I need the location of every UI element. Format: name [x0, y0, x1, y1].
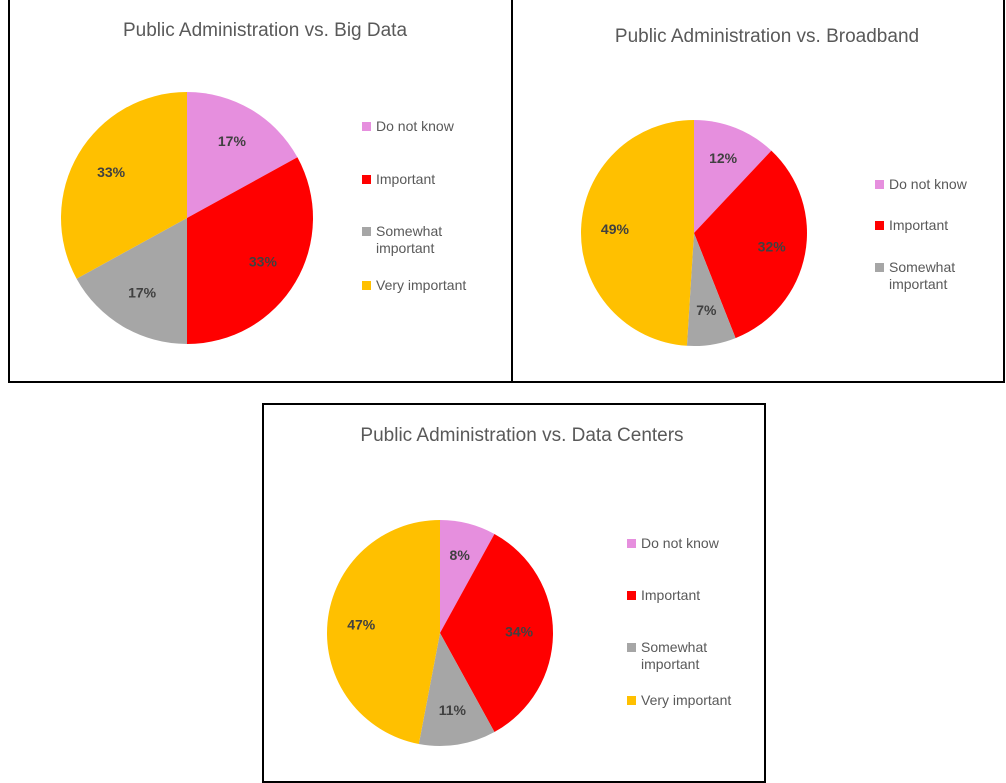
chart-panel: Public Administration vs. Big Data 17% 33%…	[8, 0, 513, 383]
pie-slice	[440, 520, 495, 633]
legend-item: Somewhat important	[627, 639, 761, 673]
legend-item: Important	[362, 171, 496, 188]
chart-title: Public Administration vs. Data Centers	[360, 425, 683, 446]
legend-item: Do not know	[627, 535, 761, 552]
pie-slice	[694, 150, 807, 339]
legend-swatch	[627, 696, 636, 705]
legend-label: Somewhat important	[641, 639, 708, 672]
data-label: 47%	[347, 616, 376, 632]
data-label: 33%	[249, 254, 278, 270]
legend-swatch	[362, 227, 371, 236]
data-label: 17%	[128, 285, 157, 301]
legend-item: Very important	[362, 277, 496, 294]
legend-swatch	[362, 122, 371, 131]
legend-swatch	[875, 180, 884, 189]
pie-slice	[694, 120, 772, 233]
legend-label: Important	[889, 217, 949, 233]
data-label: 49%	[601, 221, 630, 237]
legend-label: Do not know	[889, 176, 967, 192]
chart-title: Public Administration vs. Broadband	[615, 26, 919, 47]
chart-panel: Public Administration vs. Data Centers 8%…	[262, 403, 766, 783]
pie-slice	[686, 233, 736, 346]
chart: Public Administration vs. Broadband 12% 32…	[581, 26, 919, 346]
legend-swatch	[875, 221, 884, 230]
legend-item: Somewhat important	[875, 259, 1006, 293]
legend-item: Do not know	[362, 118, 496, 135]
legend-item: Important	[875, 217, 1006, 234]
legend-swatch	[362, 175, 371, 184]
legend-label: Very important	[376, 277, 467, 293]
pie-slice	[187, 157, 313, 344]
pie-slice	[581, 120, 694, 346]
legend-label: Do not know	[641, 535, 719, 551]
legend-label: Important	[376, 171, 436, 187]
legend-item: Very important	[627, 692, 761, 709]
data-label: 17%	[218, 133, 247, 149]
pie-slice	[326, 520, 440, 744]
data-label: 7%	[696, 302, 717, 318]
data-label: 12%	[709, 150, 738, 166]
legend-swatch	[362, 281, 371, 290]
pie-slice	[418, 633, 495, 746]
legend-swatch	[627, 591, 636, 600]
data-label: 32%	[758, 239, 787, 255]
chart-title: Public Administration vs. Big Data	[123, 20, 408, 41]
chart-panel: Public Administration vs. Broadband 12% 32…	[511, 0, 1005, 383]
chart: Public Administration vs. Big Data 17% 33%…	[61, 20, 408, 344]
legend-item: Somewhat important	[362, 223, 496, 257]
legend-label: Somewhat important	[376, 223, 443, 256]
legend-swatch	[875, 263, 884, 272]
pie-slice	[61, 92, 187, 279]
chart: Public Administration vs. Data Centers 8%…	[326, 425, 684, 746]
pie-slice	[440, 533, 553, 733]
data-label: 34%	[505, 624, 534, 640]
legend-label: Do not know	[376, 118, 454, 134]
data-label: 11%	[439, 702, 467, 718]
data-label: 8%	[450, 547, 471, 563]
legend-item: Do not know	[875, 176, 1006, 193]
legend-label: Somewhat important	[889, 259, 956, 292]
legend-label: Important	[641, 587, 701, 603]
legend-label: Very important	[641, 692, 732, 708]
pie-slice	[187, 92, 298, 218]
legend-swatch	[627, 539, 636, 548]
pie-slice	[76, 218, 187, 344]
legend-swatch	[627, 643, 636, 652]
data-label: 33%	[97, 164, 126, 180]
legend-item: Important	[627, 587, 761, 604]
